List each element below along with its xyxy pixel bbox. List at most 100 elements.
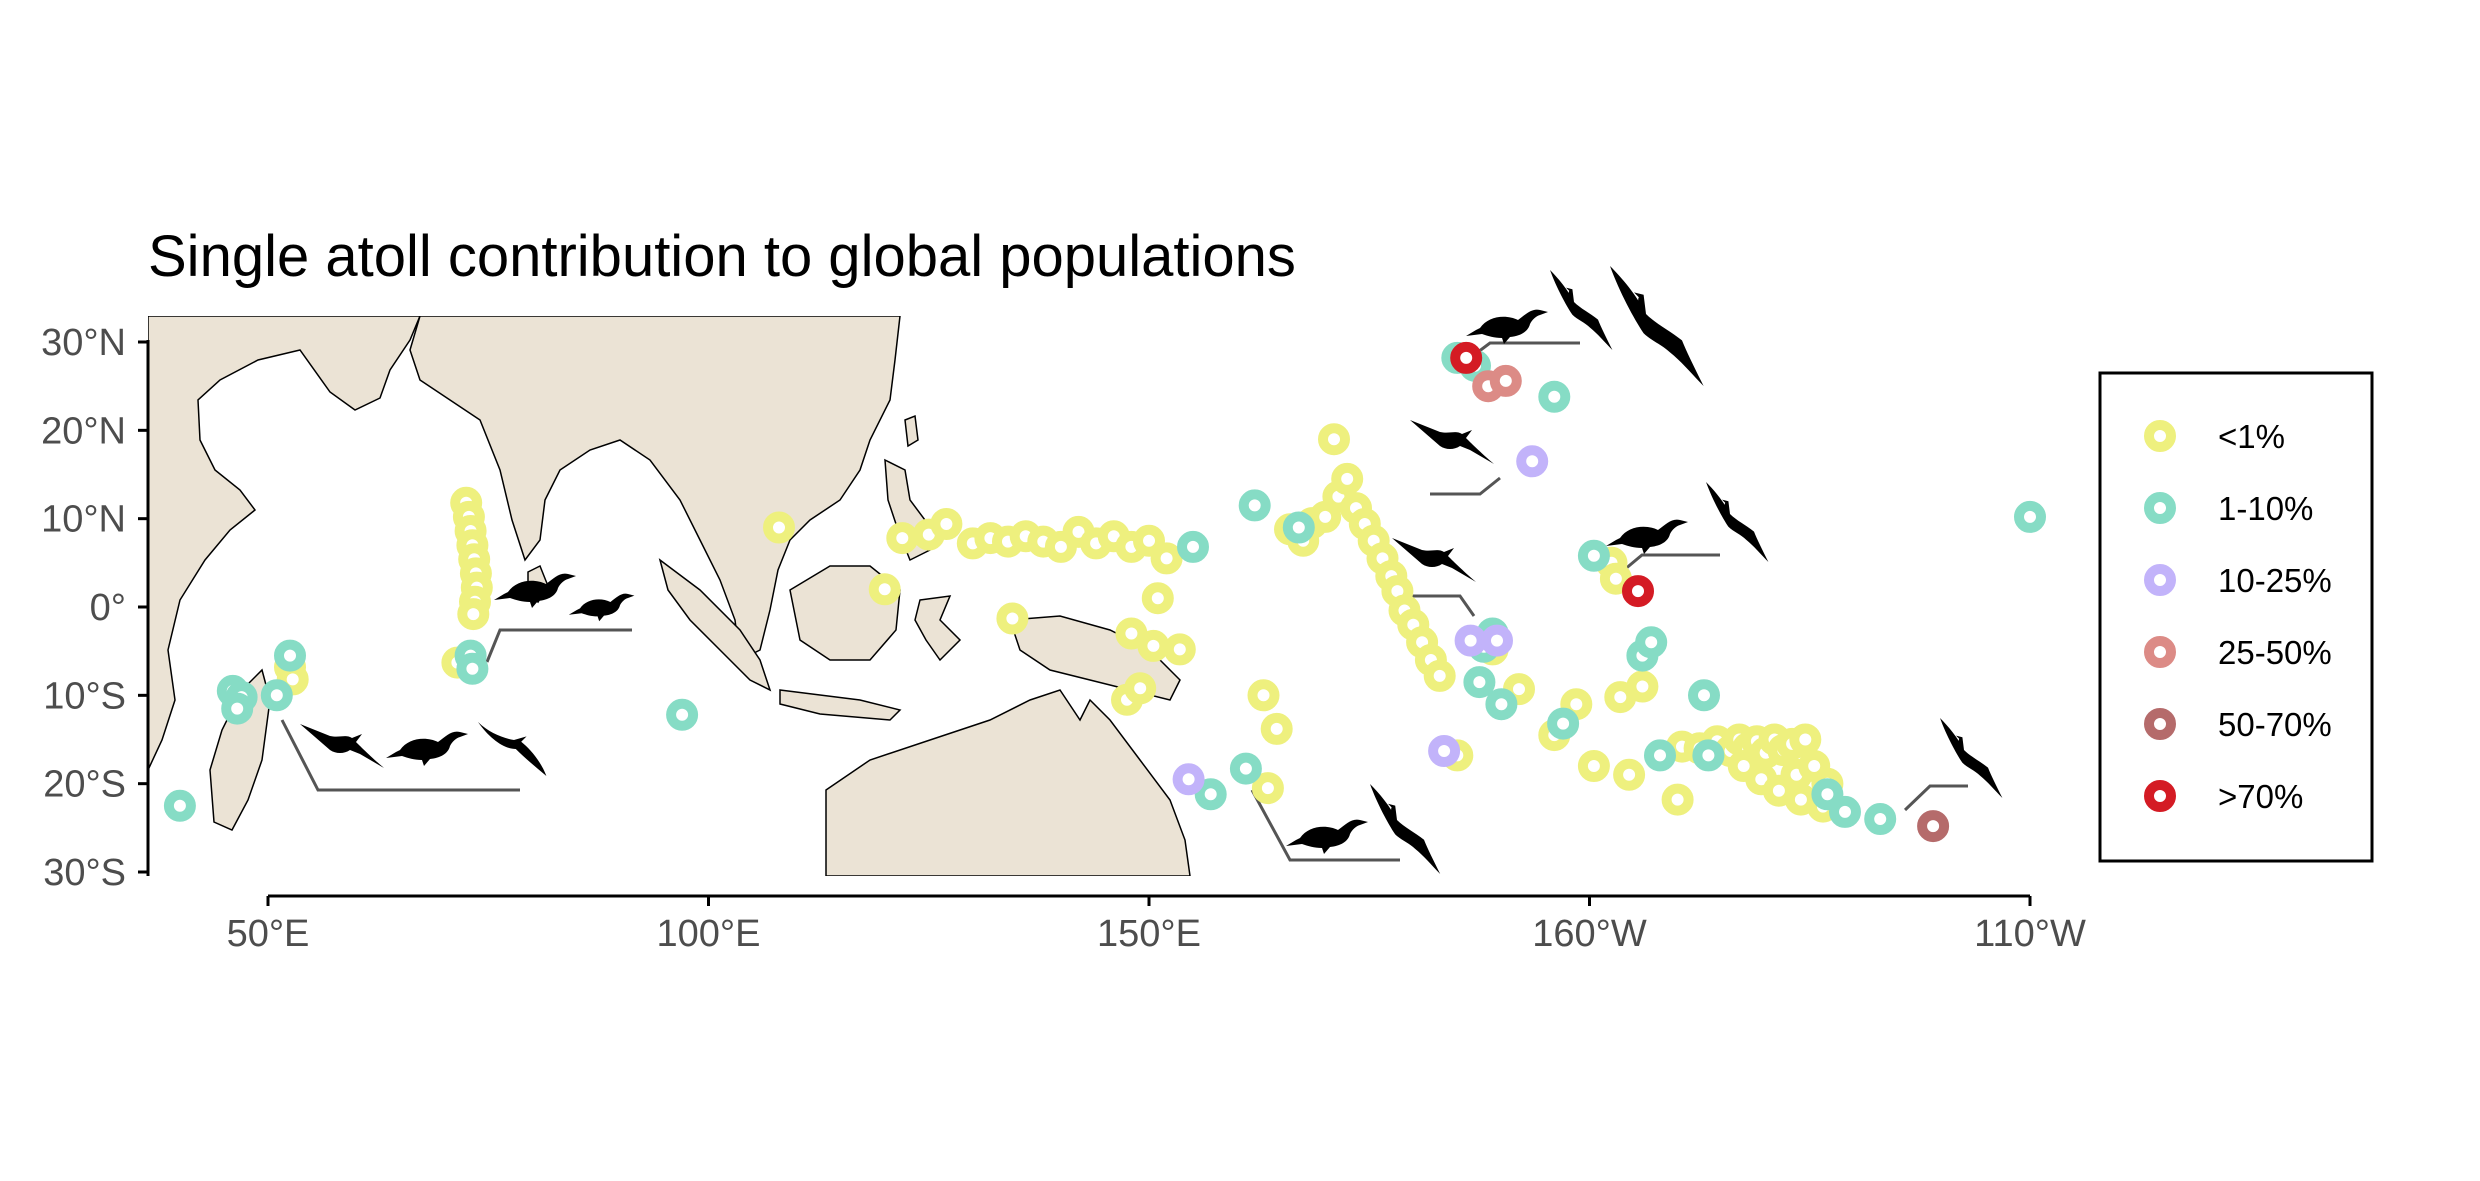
legend-swatch xyxy=(2144,420,2176,452)
atoll-point xyxy=(221,692,254,725)
atoll-points xyxy=(163,341,2046,843)
atoll-point xyxy=(1423,659,1456,692)
albatross-icon xyxy=(1550,270,1613,350)
leader-line-pitcairn xyxy=(1903,784,1968,812)
legend: <1% 1-10% 10-25% 25-50% 50-70% >70% xyxy=(2098,371,2374,863)
atoll-point xyxy=(1613,758,1646,791)
atoll-point xyxy=(1282,511,1315,544)
land-asia xyxy=(409,316,901,662)
leader-line-phoenix xyxy=(1412,594,1476,617)
legend-swatch xyxy=(2144,564,2176,596)
land-africa-arabia xyxy=(148,316,421,771)
albatross-icon xyxy=(1610,266,1704,386)
atoll-point xyxy=(1485,688,1518,721)
atoll-point xyxy=(1115,617,1148,650)
y-tick-label: 10°N xyxy=(41,499,126,541)
atoll-point xyxy=(1238,489,1271,522)
atoll-point xyxy=(1547,707,1580,740)
atoll-point xyxy=(1516,445,1549,478)
atoll-point xyxy=(1331,462,1364,495)
atoll-point xyxy=(1864,803,1897,835)
atoll-point xyxy=(260,679,293,712)
x-tick-label: 100°E xyxy=(657,913,761,955)
atoll-point xyxy=(1163,633,1196,666)
atoll-point xyxy=(457,598,490,631)
atoll-point xyxy=(1489,364,1522,397)
atoll-point xyxy=(1454,624,1487,657)
atoll-point xyxy=(274,639,306,672)
legend-label: 50-70% xyxy=(2218,706,2332,743)
atoll-point xyxy=(1688,679,1720,712)
frigatebird-icon xyxy=(300,724,384,768)
atoll-point xyxy=(996,602,1029,635)
x-tick-label: 160°W xyxy=(1532,913,1647,955)
atoll-point xyxy=(1247,679,1280,712)
legend-label: 1-10% xyxy=(2218,490,2313,527)
land-java xyxy=(779,689,902,721)
atoll-point xyxy=(1644,739,1676,772)
atoll-point xyxy=(1309,500,1342,533)
atoll-point xyxy=(1538,380,1571,413)
legend-swatch xyxy=(2144,492,2176,524)
atoll-point xyxy=(1463,666,1496,699)
land-masses xyxy=(148,316,1191,876)
atoll-point xyxy=(1622,575,1654,608)
atoll-point xyxy=(763,511,795,544)
atoll-point xyxy=(1150,542,1183,575)
atoll-point xyxy=(1829,795,1861,828)
atoll-point xyxy=(1124,672,1157,705)
atoll-point xyxy=(886,522,919,555)
atoll-point xyxy=(868,573,901,606)
booby-icon xyxy=(386,731,468,766)
legend-label: 10-25% xyxy=(2218,562,2332,599)
x-ticks: 50°E 100°E 150°E 160°W 110°W xyxy=(227,896,2086,955)
frigatebird-icon xyxy=(1410,420,1494,464)
atoll-point xyxy=(1450,341,1483,374)
land-sulawesi xyxy=(914,595,962,662)
atoll-point xyxy=(1626,670,1659,703)
legend-label: 25-50% xyxy=(2218,634,2332,671)
atoll-point xyxy=(1141,582,1174,615)
atoll-point xyxy=(1428,735,1461,767)
axes: 30°N 20°N 10°N 0° 10°S 20°S 30°S 50°E 100°E 150°… xyxy=(41,322,2086,955)
y-tick-label: 0° xyxy=(90,587,126,629)
atoll-point xyxy=(456,652,489,685)
legend-swatch xyxy=(2144,708,2176,740)
atoll-point xyxy=(1229,752,1262,785)
atoll-point xyxy=(1577,539,1610,572)
legend-box xyxy=(2098,371,2374,863)
y-tick-label: 20°N xyxy=(41,410,126,452)
atoll-point xyxy=(1137,629,1170,662)
land-sumatra xyxy=(658,558,772,692)
x-tick-label: 150°E xyxy=(1097,913,1201,955)
atoll-point xyxy=(1692,739,1725,772)
leader-line-maldives xyxy=(485,628,632,663)
atoll-point xyxy=(1789,723,1822,756)
atoll-point xyxy=(930,508,963,540)
y-tick-label: 30°S xyxy=(43,852,126,894)
x-tick-label: 110°W xyxy=(1974,913,2086,955)
y-tick-label: 30°N xyxy=(41,322,126,364)
atoll-point xyxy=(1917,810,1950,843)
y-ticks: 30°N 20°N 10°N 0° 10°S 20°S 30°S xyxy=(41,322,148,894)
atoll-point xyxy=(1318,423,1350,456)
leader-line-coral-sea xyxy=(1250,789,1400,862)
atoll-point xyxy=(1133,524,1165,557)
y-tick-label: 10°S xyxy=(43,675,126,717)
atoll-point xyxy=(1260,712,1293,745)
land-australia xyxy=(825,689,1191,876)
leader-line-wake xyxy=(1430,476,1501,496)
land-taiwan xyxy=(904,414,919,448)
atoll-point xyxy=(1481,624,1513,657)
albatross-icon xyxy=(1706,482,1769,562)
atoll-point xyxy=(1251,772,1284,805)
atoll-point xyxy=(1635,626,1668,659)
chart-title: Single atoll contribution to global popu… xyxy=(148,224,1296,289)
atoll-point xyxy=(2014,500,2046,533)
atoll-point xyxy=(1661,783,1694,816)
booby-icon xyxy=(1466,309,1548,344)
atoll-point xyxy=(1172,763,1205,796)
tern-icon xyxy=(478,722,547,776)
atoll-point xyxy=(163,789,196,822)
